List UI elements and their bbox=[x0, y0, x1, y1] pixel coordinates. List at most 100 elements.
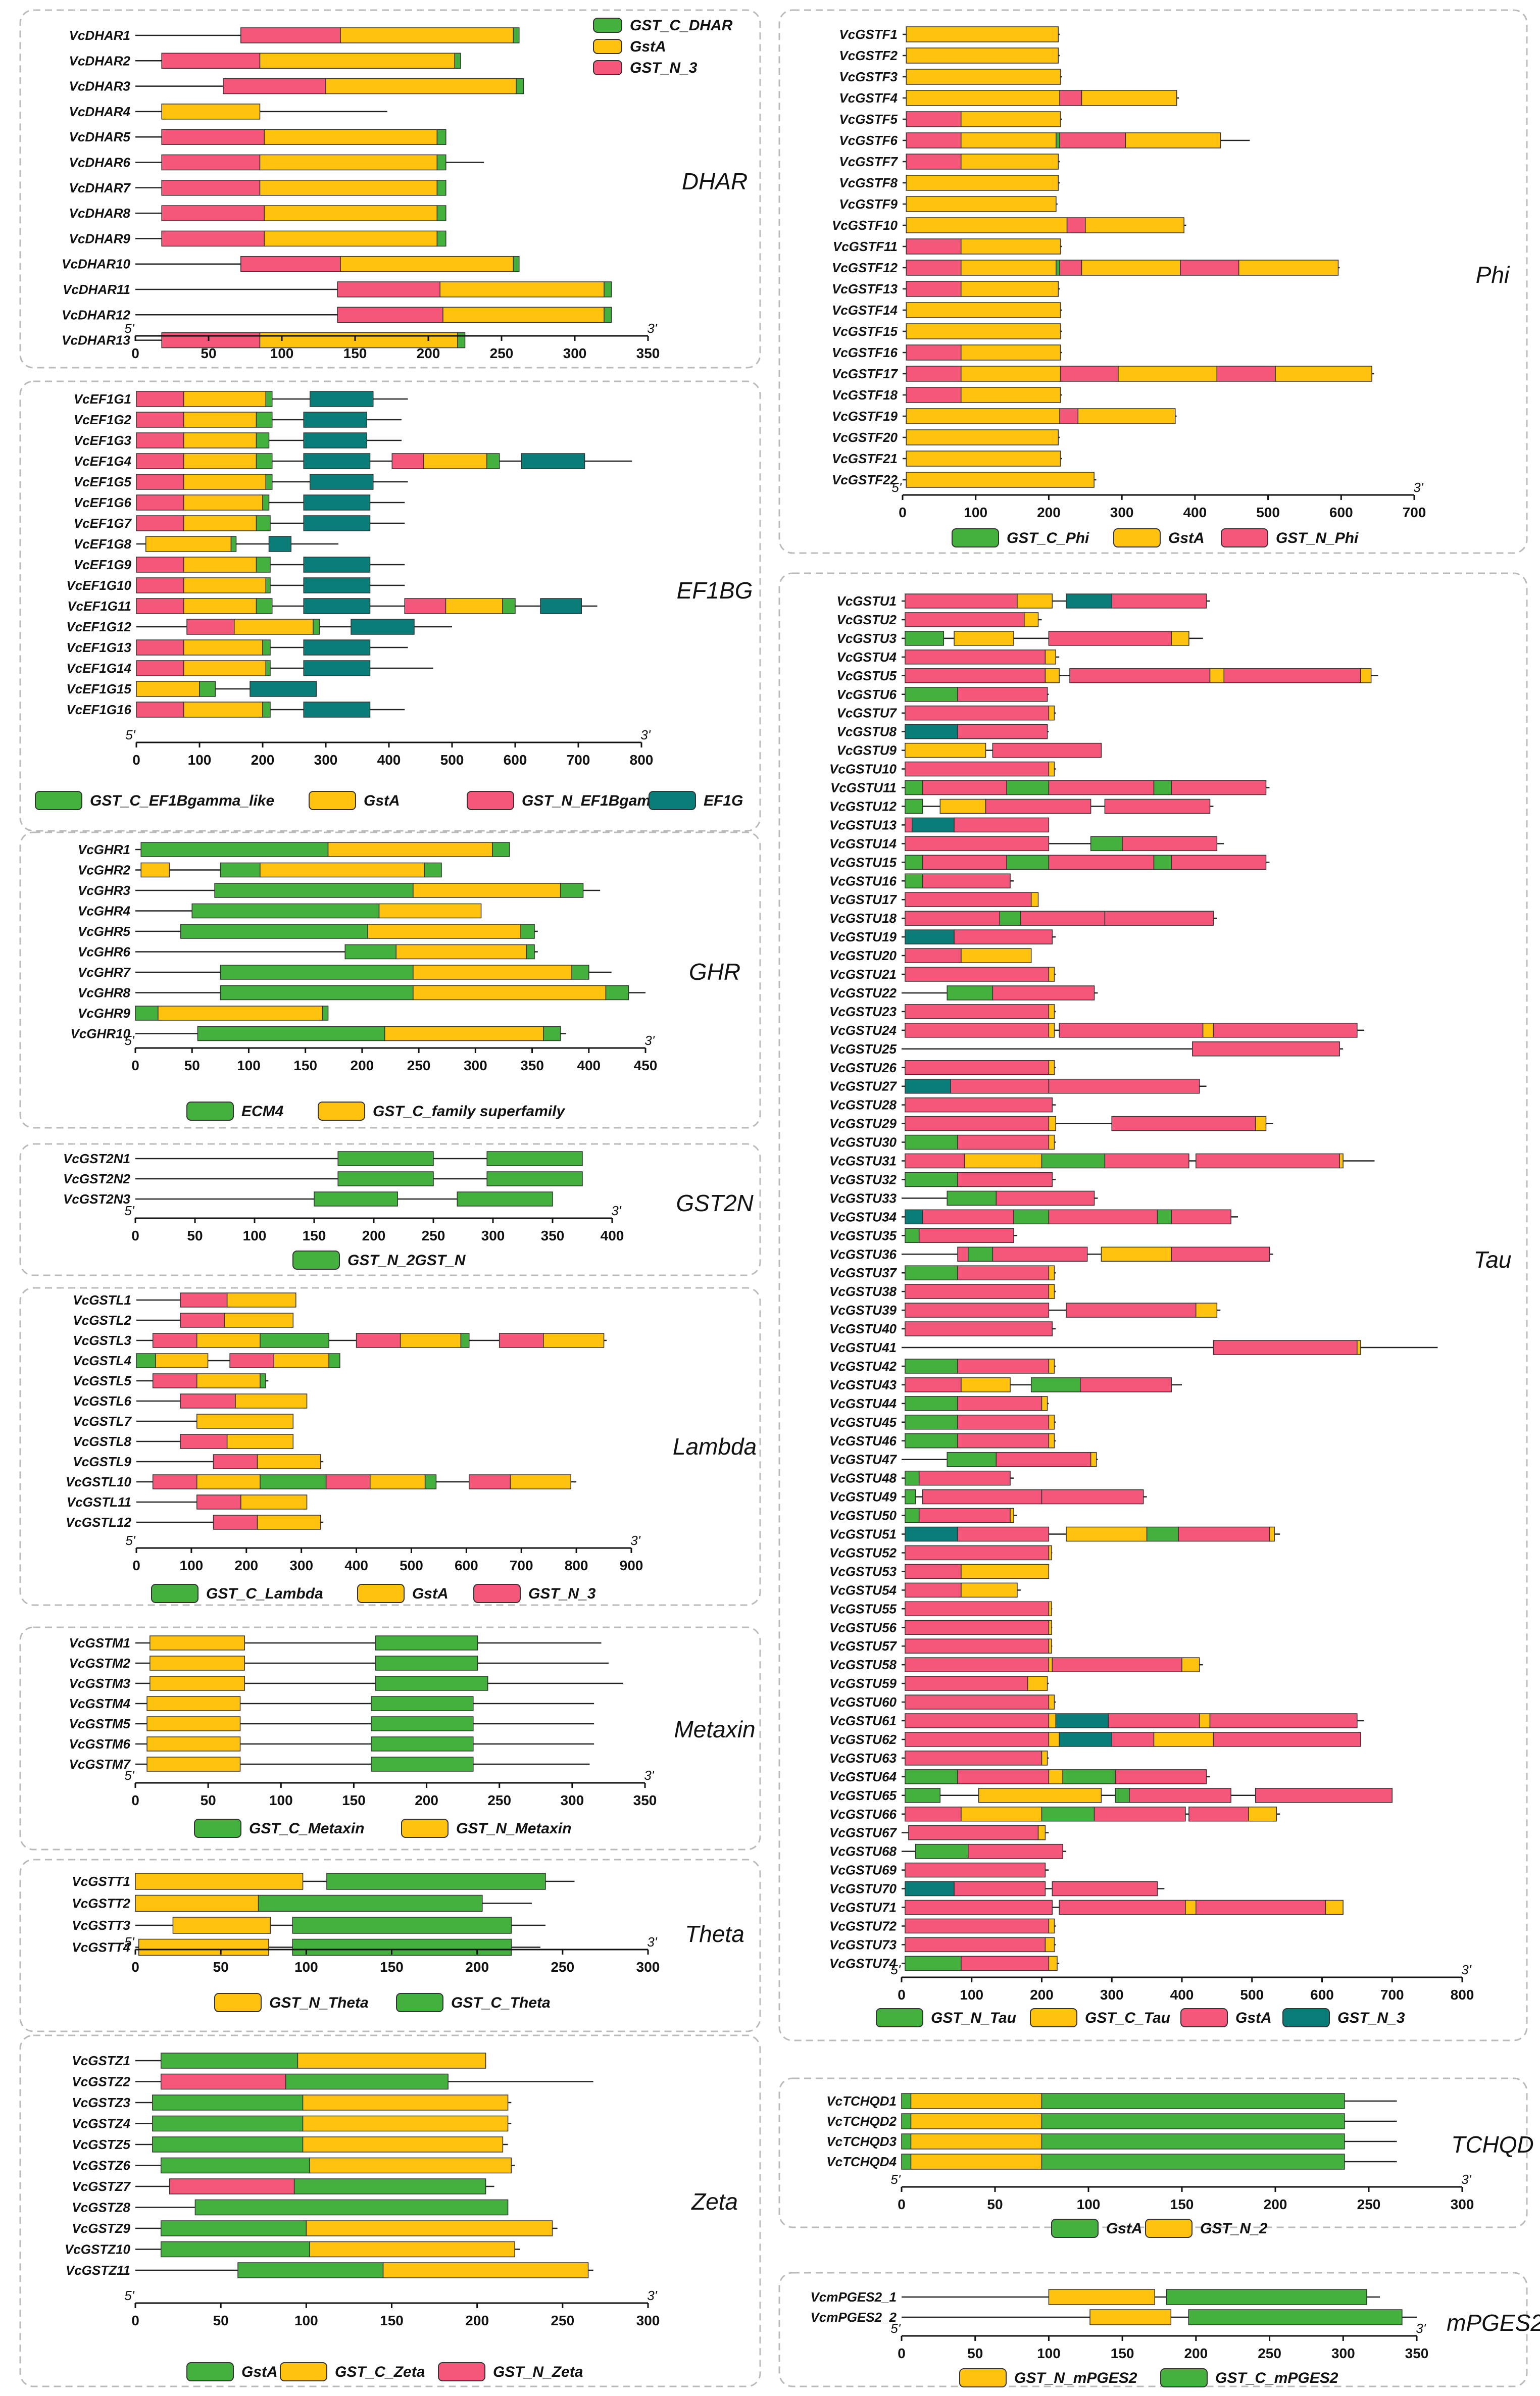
domain-pink bbox=[905, 1023, 1050, 1038]
three-prime-label: 3' bbox=[647, 321, 657, 336]
gene-row: VcEF1G6 bbox=[74, 494, 405, 511]
gene-row: VcmPGES2_2 bbox=[810, 2309, 1417, 2325]
domain-yellow bbox=[1339, 1153, 1344, 1169]
gene-label: VcGSTL2 bbox=[73, 1313, 131, 1328]
domain-yellow bbox=[183, 474, 266, 490]
gene-row: VcGSTU63 bbox=[829, 1751, 1049, 1766]
gene-row: VcGSTZ6 bbox=[72, 2157, 515, 2174]
domain-pink bbox=[1059, 90, 1082, 106]
domain-pink bbox=[922, 780, 1007, 795]
axis-tick-label: 150 bbox=[343, 345, 367, 361]
domain-teal bbox=[351, 619, 415, 635]
domain-green bbox=[905, 1788, 941, 1803]
axis-tick-label: 400 bbox=[577, 1058, 601, 1073]
domain-pink bbox=[954, 1881, 1046, 1896]
gene-row: VcGHR2 bbox=[78, 863, 442, 878]
panel-zeta: Zeta VcGSTZ1 VcGSTZ2 VcGSTZ3 VcGSTZ4 VcGSTZ5 V… bbox=[19, 2034, 761, 2387]
domain-teal bbox=[1055, 1713, 1109, 1728]
domain-yellow bbox=[906, 217, 1068, 233]
axis-tick-label: 600 bbox=[504, 752, 527, 768]
domain-yellow bbox=[905, 742, 986, 758]
gene-label: VcGSTL6 bbox=[73, 1393, 131, 1409]
gene-label: VcGSTM2 bbox=[69, 1656, 131, 1671]
domain-teal bbox=[303, 598, 371, 614]
domain-yellow bbox=[297, 2053, 486, 2069]
domain-green bbox=[436, 129, 446, 145]
domain-yellow bbox=[1048, 1060, 1055, 1075]
gene-label: VcGSTU62 bbox=[829, 1732, 897, 1747]
domain-green bbox=[905, 1769, 958, 1784]
domain-yellow bbox=[395, 944, 527, 960]
domain-yellow bbox=[235, 1393, 308, 1409]
gene-row: VcGSTU30 bbox=[829, 1135, 1056, 1150]
domain-pink bbox=[1104, 1153, 1189, 1169]
domain-yellow bbox=[423, 453, 487, 469]
axis-tick-label: 500 bbox=[400, 1558, 423, 1573]
domain-pink bbox=[1192, 1041, 1340, 1057]
domain-pink bbox=[180, 1393, 236, 1409]
five-prime-label: 5' bbox=[124, 1768, 134, 1783]
domain-green bbox=[337, 1151, 434, 1166]
domain-pink bbox=[1223, 668, 1361, 683]
axis-tick-label: 250 bbox=[422, 1228, 445, 1243]
legend-label: GstA bbox=[630, 38, 666, 55]
domain-yellow bbox=[1081, 260, 1181, 276]
domain-yellow bbox=[196, 1474, 261, 1489]
legend-swatch-pink bbox=[1180, 2008, 1228, 2027]
legend-label: GST_N_2 bbox=[1200, 2220, 1268, 2237]
domain-yellow bbox=[906, 429, 1059, 445]
gene-row: VcGHR6 bbox=[78, 944, 538, 960]
gene-label: VcGSTZ7 bbox=[72, 2179, 131, 2194]
domain-pink bbox=[992, 985, 1095, 1001]
domain-pink bbox=[1060, 366, 1119, 382]
gene-row: VcGSTU54 bbox=[829, 1582, 1021, 1598]
gene-row: VcGHR4 bbox=[78, 904, 482, 919]
domain-pink bbox=[161, 205, 265, 221]
domain-pink bbox=[957, 724, 1048, 739]
gene-row: VcGSTU32 bbox=[829, 1172, 1056, 1187]
gene-label: VcGSTZ11 bbox=[66, 2263, 130, 2278]
five-prime-label: 5' bbox=[124, 1203, 134, 1218]
domain-yellow bbox=[1048, 1732, 1060, 1747]
legend-label: GST_C_EF1Bgamma_like bbox=[90, 792, 274, 809]
domain-pink bbox=[1115, 1769, 1207, 1784]
gene-label: VcGSTU42 bbox=[829, 1359, 897, 1374]
domain-yellow bbox=[183, 432, 257, 448]
domain-yellow bbox=[906, 47, 1059, 64]
gene-label: VcEF1G3 bbox=[74, 433, 132, 448]
domain-yellow bbox=[196, 1373, 261, 1388]
domain-green bbox=[328, 1353, 340, 1368]
domain-yellow bbox=[961, 1377, 1011, 1392]
gene-row: VcGSTU70 bbox=[829, 1881, 1165, 1896]
domain-green bbox=[905, 1489, 916, 1505]
domain-yellow bbox=[1048, 1023, 1055, 1038]
legend-swatch-pink bbox=[593, 60, 622, 75]
gene-row: VcGHR1 bbox=[78, 842, 510, 857]
gene-label: VcEF1G5 bbox=[74, 474, 132, 489]
gene-row: VcGSTL3 bbox=[73, 1333, 607, 1348]
panel-frame bbox=[19, 1626, 761, 1851]
axis-tick-label: 300 bbox=[560, 1792, 584, 1808]
domain-yellow bbox=[906, 69, 1061, 85]
domain-green bbox=[326, 1873, 546, 1890]
gene-label: VcDHAR3 bbox=[69, 79, 131, 94]
domain-green bbox=[1056, 132, 1060, 148]
domain-green bbox=[1041, 2093, 1345, 2109]
x-axis: 0 100 200 300 400 500 600 700 800 5' 3' bbox=[125, 727, 653, 768]
three-prime-label: 3' bbox=[640, 727, 651, 742]
domain-yellow bbox=[1048, 1620, 1052, 1635]
domain-green bbox=[905, 780, 923, 795]
domain-green bbox=[999, 911, 1021, 926]
domain-pink bbox=[1080, 1377, 1172, 1392]
domain-green bbox=[313, 619, 320, 635]
domain-yellow bbox=[910, 2113, 1042, 2129]
gene-label: VcGSTF3 bbox=[839, 69, 898, 84]
domain-yellow bbox=[1041, 1751, 1048, 1766]
gene-label: VcGSTU1 bbox=[837, 593, 897, 609]
domain-pink bbox=[992, 742, 1102, 758]
domain-pink bbox=[905, 1732, 1050, 1747]
gene-label: VcGSTU64 bbox=[829, 1769, 897, 1784]
domain-yellow bbox=[183, 494, 263, 511]
axis-tick-label: 100 bbox=[269, 1792, 293, 1808]
gene-label: VcGSTF19 bbox=[832, 409, 898, 424]
